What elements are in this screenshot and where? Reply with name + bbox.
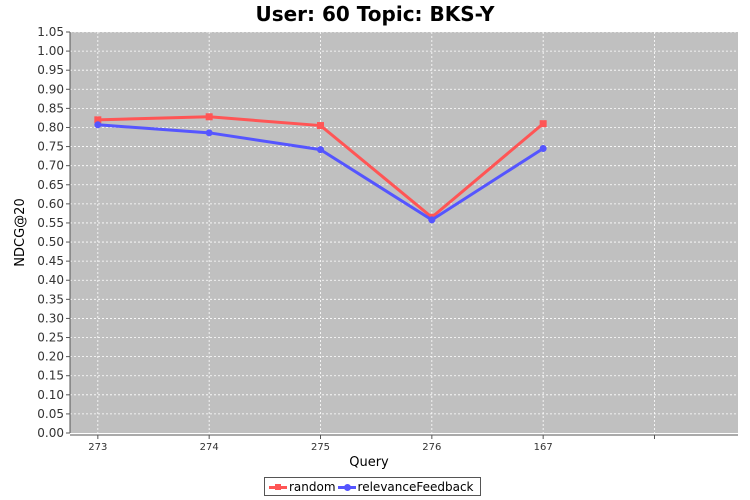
legend-item-relevanceFeedback: relevanceFeedback <box>337 479 474 494</box>
x-axis-title: Query <box>349 455 389 470</box>
y-tick-label: 0.65 <box>37 178 64 192</box>
y-tick-label: 0.30 <box>37 311 64 325</box>
x-tick-label: 274 <box>200 442 219 453</box>
y-tick-label: 0.85 <box>37 101 64 115</box>
y-tick-label: 0.80 <box>37 120 64 134</box>
y-tick-label: 0.60 <box>37 197 64 211</box>
y-tick-label: 0.70 <box>37 159 64 173</box>
legend-swatch <box>269 481 287 493</box>
data-point-relevanceFeedback <box>94 121 102 129</box>
data-point-relevanceFeedback <box>205 129 213 137</box>
legend-label: relevanceFeedback <box>357 479 474 494</box>
y-tick-label: 0.45 <box>37 254 64 268</box>
data-point-random <box>94 116 102 124</box>
legend-label: random <box>289 479 336 494</box>
y-tick-label: 0.15 <box>37 369 64 383</box>
y-tick-label: 0.35 <box>37 292 64 306</box>
y-tick-label: 0.05 <box>37 407 64 421</box>
x-tick-label: 167 <box>534 442 553 453</box>
grid-lines <box>70 31 738 433</box>
plot-background <box>70 32 738 433</box>
x-tick-label: 273 <box>88 442 107 453</box>
y-tick-label: 0.25 <box>37 331 64 345</box>
y-tick-label: 0.00 <box>37 426 64 440</box>
data-point-random <box>317 122 324 130</box>
legend-item-random: random <box>269 480 336 494</box>
y-tick-label: 0.20 <box>37 350 64 364</box>
y-tick-label: 1.05 <box>37 25 64 39</box>
y-tick-label: 0.50 <box>37 235 64 249</box>
y-axis-title: NDCG@20 <box>13 198 28 266</box>
y-tick-label: 1.00 <box>37 44 64 58</box>
legend: random relevanceFeedback <box>264 477 481 496</box>
x-tick-label: 275 <box>311 442 330 453</box>
y-tick-label: 0.90 <box>37 82 64 96</box>
data-point-relevanceFeedback <box>428 216 436 224</box>
y-tick-label: 0.75 <box>37 140 64 154</box>
y-tick-label: 0.95 <box>37 63 64 77</box>
x-tick-label: 276 <box>422 442 441 453</box>
series-layer <box>94 113 547 224</box>
legend-swatch <box>337 481 356 493</box>
axes: 0.00 0.05 0.10 0.15 0.20 0.25 0.30 0.35 0.40 0.45… <box>37 25 738 453</box>
data-point-random <box>539 120 547 128</box>
data-point-relevanceFeedback <box>539 144 547 152</box>
y-tick-label: 0.40 <box>37 273 64 287</box>
data-point-relevanceFeedback <box>317 146 324 154</box>
y-tick-label: 0.55 <box>37 216 64 230</box>
data-point-random <box>205 113 213 121</box>
chart-title: User: 60 Topic: BKS-Y <box>255 2 495 26</box>
y-tick-label: 0.10 <box>37 388 64 402</box>
